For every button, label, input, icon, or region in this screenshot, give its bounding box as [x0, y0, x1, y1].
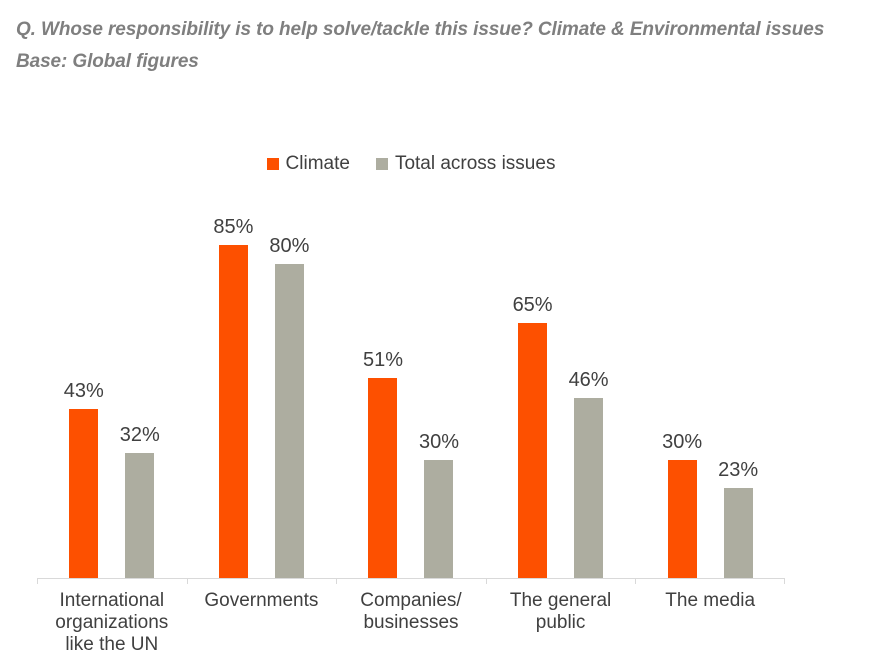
legend-item-climate: Climate [266, 153, 350, 175]
plot-area: 43% 32% 85% 80% 51% 30% 65% 46% 30% 23% [37, 186, 785, 584]
bar-climate [218, 245, 248, 578]
chart-title: Q. Whose responsibility is to help solve… [16, 14, 882, 78]
bar-value-label: 65% [512, 294, 553, 316]
bar-column: 46% [569, 369, 609, 578]
bar-group-the-general-public: 65% 46% [486, 186, 636, 578]
axis-tick [635, 579, 637, 584]
bars-row: 43% 32% 85% 80% 51% 30% 65% 46% 30% 23% [37, 186, 785, 578]
bar-value-label: 30% [418, 431, 459, 453]
bar-column: 80% [269, 235, 309, 578]
category-label: The media [665, 590, 756, 611]
bar-total-across-issues [574, 398, 604, 578]
bar-column: 43% [64, 380, 104, 578]
axis-tick [485, 579, 487, 584]
category-label: Governments [204, 590, 319, 611]
legend-label-total: Total across issues [394, 153, 556, 174]
bar-total-across-issues [424, 460, 454, 578]
bar-column: 51% [363, 349, 403, 578]
bar-value-label: 30% [662, 431, 703, 453]
category-labels-row: International organizations like the UN G… [37, 590, 785, 656]
bar-climate [69, 409, 99, 578]
category-label: Companies/ businesses [360, 590, 462, 633]
bar-total-across-issues [723, 488, 753, 578]
bar-column: 85% [213, 216, 253, 578]
legend-swatch-total-icon [375, 158, 388, 170]
axis-tick [784, 579, 785, 584]
bar-value-label: 32% [119, 424, 160, 446]
bar-total-across-issues [125, 453, 155, 578]
bar-value-label: 23% [718, 459, 759, 481]
bar-column: 30% [419, 431, 459, 578]
category-label: International organizations like the UN [55, 590, 169, 655]
bar-value-label: 51% [362, 349, 403, 371]
bar-total-across-issues [274, 264, 304, 578]
legend: Climate Total across issues [37, 153, 785, 175]
bar-climate [518, 323, 548, 578]
axis-tick [336, 579, 338, 584]
bar-climate [368, 378, 398, 578]
bar-group-companies-businesses: 51% 30% [336, 186, 486, 578]
chart-title-base-note: Base: Global figures [16, 51, 199, 72]
bar-climate [667, 460, 697, 578]
bar-group-the-media: 30% 23% [635, 186, 785, 578]
bar-value-label: 46% [568, 369, 609, 391]
category-label: The general public [509, 590, 612, 633]
bar-value-label: 85% [213, 216, 254, 238]
bar-column: 65% [513, 294, 553, 578]
legend-item-total-across-issues: Total across issues [375, 153, 556, 175]
bar-value-label: 43% [63, 380, 104, 402]
axis-tick [37, 579, 38, 584]
legend-swatch-climate-icon [266, 158, 279, 170]
bar-group-governments: 85% 80% [187, 186, 337, 578]
chart-title-line1: Q. Whose responsibility is to help solve… [16, 19, 825, 40]
bar-column: 30% [662, 431, 702, 578]
bar-column: 32% [120, 424, 160, 578]
bar-column: 23% [718, 459, 758, 578]
bar-group-international-organizations-like-the-un: 43% 32% [37, 186, 187, 578]
legend-label-climate: Climate [285, 153, 350, 174]
bar-value-label: 80% [269, 235, 310, 257]
axis-tick [186, 579, 188, 584]
